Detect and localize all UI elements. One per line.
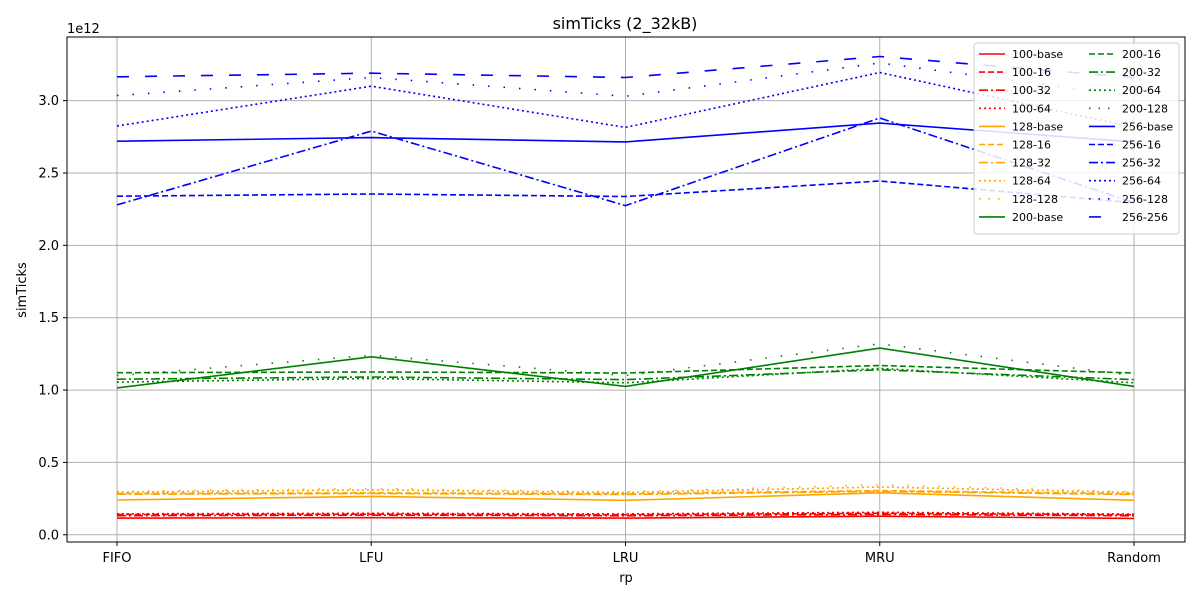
legend-item: 200-128: [1089, 102, 1168, 115]
x-tick-label: LFU: [359, 551, 383, 566]
legend-item: 200-base: [979, 211, 1063, 224]
legend-label: 200-32: [1122, 66, 1161, 79]
legend-item: 128-64: [979, 175, 1051, 188]
series-line-100-16: [116, 512, 1135, 516]
series-line-256-32: [116, 117, 1135, 207]
legend-label: 128-16: [1012, 139, 1051, 152]
series-line-200-base: [116, 347, 1135, 389]
legend-box: [973, 42, 1180, 235]
y-tick-label: 3.0: [38, 94, 59, 109]
legend-item: 256-16: [1089, 139, 1161, 152]
legend-label: 100-16: [1012, 66, 1051, 79]
legend-label: 128-32: [1012, 157, 1051, 170]
legend-item: 256-256: [1089, 211, 1168, 224]
x-axis-label: rp: [619, 571, 633, 586]
legend-label: 200-128: [1122, 102, 1168, 115]
legend-item: 200-32: [1089, 66, 1161, 79]
legend-item: 256-base: [1089, 120, 1173, 133]
legend-label: 128-128: [1012, 193, 1058, 206]
legend-item: 200-64: [1089, 84, 1161, 97]
y-axis-label: simTicks: [15, 262, 30, 318]
legend-item: 128-16: [979, 139, 1051, 152]
series-line-256-256: [116, 55, 1135, 79]
legend-item: 100-64: [979, 102, 1051, 115]
legend-label: 256-128: [1122, 193, 1168, 206]
legend-item: 100-base: [979, 48, 1063, 61]
x-tick-label: LRU: [613, 551, 639, 566]
series-line-100-base: [116, 515, 1135, 520]
legend-item: 128-32: [979, 157, 1051, 170]
y-tick-label: 1.0: [38, 384, 59, 399]
y-axis-ticks: 0.0 0.5 1.0 1.5 2.0 2.5 3.0: [38, 94, 67, 543]
legend-item: 128-base: [979, 120, 1063, 133]
legend-label: 256-64: [1122, 175, 1161, 188]
grid: [67, 37, 1185, 542]
legend-label: 100-64: [1012, 102, 1051, 115]
legend-item: 100-32: [979, 84, 1051, 97]
y-tick-label: 2.5: [38, 167, 59, 182]
legend-label: 200-64: [1122, 84, 1161, 97]
y-tick-label: 2.0: [38, 239, 59, 254]
legend-item: 256-32: [1089, 157, 1161, 170]
legend-label: 200-base: [1012, 211, 1063, 224]
legend-label: 256-256: [1122, 211, 1168, 224]
series-line-128-base: [116, 491, 1135, 502]
legend-label: 256-base: [1122, 120, 1173, 133]
x-axis-ticks: FIFO LFU LRU MRU Random: [102, 542, 1161, 566]
legend-item: 100-16: [979, 66, 1051, 79]
legend-item: 256-128: [1089, 193, 1168, 206]
x-tick-label: Random: [1107, 551, 1161, 566]
y-tick-label: 0.5: [38, 456, 59, 471]
legend-label: 256-16: [1122, 139, 1161, 152]
legend-label: 128-base: [1012, 120, 1063, 133]
legend: 100-base 100-16 100-32 100-64 128-base 128-16…: [973, 42, 1180, 235]
series-line-256-16: [116, 180, 1135, 204]
legend-item: 256-64: [1089, 175, 1161, 188]
series-group: [116, 55, 1135, 520]
series-line-128-16: [116, 489, 1135, 495]
legend-label: 256-32: [1122, 157, 1161, 170]
x-tick-label: MRU: [865, 551, 895, 566]
series-line-200-16: [116, 364, 1135, 374]
y-tick-label: 1.5: [38, 311, 59, 326]
legend-label: 128-64: [1012, 175, 1051, 188]
legend-label: 200-16: [1122, 48, 1161, 61]
legend-label: 100-32: [1012, 84, 1051, 97]
series-line-256-64: [116, 71, 1135, 129]
legend-item: 200-16: [1089, 48, 1161, 61]
legend-label: 100-base: [1012, 48, 1063, 61]
y-tick-label: 0.0: [38, 528, 59, 543]
y-axis-offset-text: 1e12: [67, 22, 100, 37]
chart-title: simTicks (2_32kB): [553, 14, 698, 34]
legend-item: 128-128: [979, 193, 1058, 206]
series-line-256-base: [116, 122, 1135, 143]
x-tick-label: FIFO: [102, 551, 131, 566]
